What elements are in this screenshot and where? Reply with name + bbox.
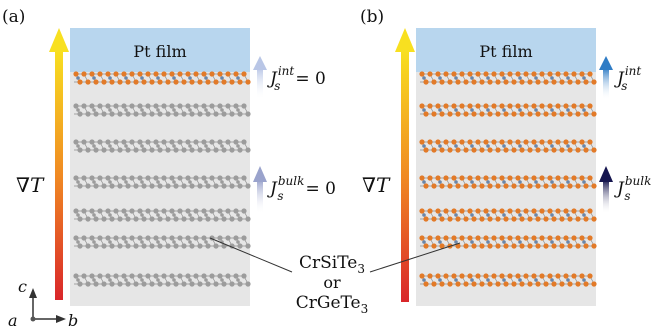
crystal-axes: c a b	[8, 277, 78, 330]
j-bulk-label-b: Jbulk s	[614, 174, 651, 203]
crystal-layer	[419, 103, 597, 117]
temperature-gradient-arrow-a	[49, 28, 69, 300]
pt-film-b	[416, 28, 596, 72]
crystal-layer	[73, 139, 251, 153]
spin-current-int-arrow-a	[253, 56, 267, 100]
grad-t-label-b: ∇T	[362, 173, 391, 197]
panel-a: (a) ∇T Pt film Jint s = 0 Jbulk s = 0	[2, 7, 336, 330]
spin-current-int-arrow-b	[599, 56, 613, 100]
leader-line-a	[209, 237, 293, 273]
material-label: CrSiTe3 or CrGeTe3	[209, 237, 461, 316]
axis-c-label: c	[18, 277, 27, 296]
crystal-layer	[419, 71, 597, 85]
crystal-layer	[73, 175, 251, 189]
temperature-gradient-arrow-b	[395, 28, 415, 302]
axis-b-label: b	[68, 311, 78, 330]
crystal-layer	[419, 139, 597, 153]
grad-t-label-a: ∇T	[16, 173, 45, 197]
axis-a-label: a	[8, 311, 18, 330]
j-bulk-label-a: Jbulk s = 0	[267, 174, 336, 203]
panel-b: (b) ∇T Pt film Jint s Jbulk s	[360, 7, 651, 306]
spin-current-bulk-arrow-b	[599, 166, 613, 214]
panel-label-b: (b)	[360, 7, 384, 27]
crystal-layer	[73, 273, 251, 287]
pt-film-a	[70, 28, 250, 72]
crystal-layer	[73, 71, 251, 85]
crystal-layer	[419, 273, 597, 287]
pt-film-label-a: Pt film	[133, 42, 186, 61]
crystal-layers-b	[419, 71, 597, 287]
j-int-label-b: Jint s	[614, 64, 641, 93]
leader-line-b	[369, 242, 461, 273]
j-int-label-a: Jint s = 0	[267, 64, 326, 93]
panel-label-a: (a)	[2, 7, 25, 27]
crystal-layers-a	[73, 71, 251, 287]
material-line-2: or	[323, 273, 341, 292]
crystal-layer	[419, 208, 597, 222]
material-line-3: CrGeTe3	[296, 293, 369, 316]
crystal-layer	[73, 103, 251, 117]
pt-film-label-b: Pt film	[479, 42, 532, 61]
crystal-layer	[73, 208, 251, 222]
crystal-layer	[419, 235, 597, 249]
material-line-1: CrSiTe3	[299, 253, 365, 276]
spin-current-bulk-arrow-a	[253, 166, 267, 214]
crystal-layer	[419, 175, 597, 189]
